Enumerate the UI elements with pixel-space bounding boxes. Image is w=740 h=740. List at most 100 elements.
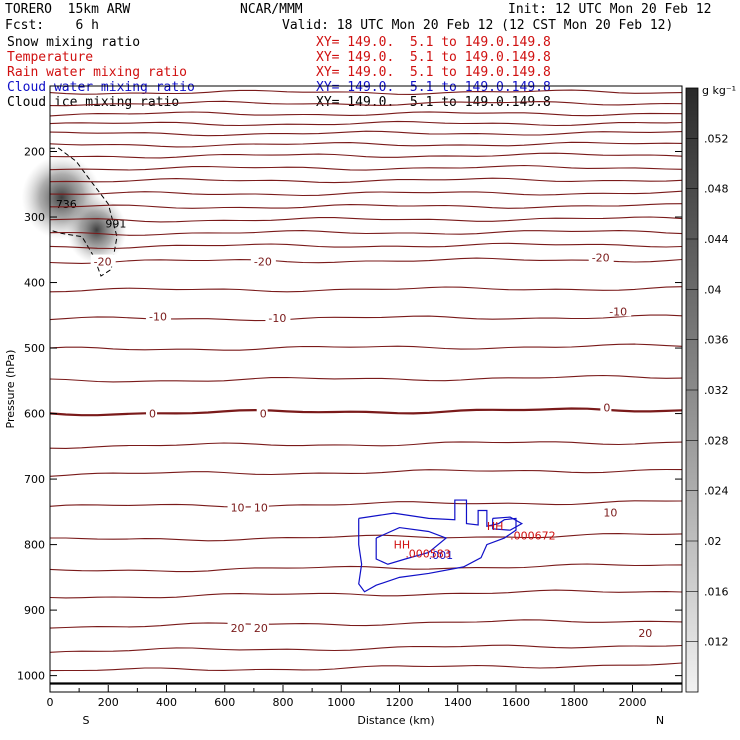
cloud-water-contour <box>492 516 524 531</box>
temperature-contour <box>49 343 683 351</box>
forecast-hour: Fcst: 6 h <box>5 18 99 33</box>
field-xy-snow: XY= 149.0. 5.1 to 149.0.149.8 <box>316 35 551 50</box>
x-tick-label: 600 <box>214 696 235 709</box>
field-name-temperature: Temperature <box>7 50 94 65</box>
temperature-contour <box>49 230 683 236</box>
temperature-contour <box>49 662 683 672</box>
temperature-label: -10 <box>149 311 167 324</box>
temperature-contour <box>49 286 683 293</box>
temperature-label: -10 <box>609 305 627 318</box>
north-label: N <box>656 714 664 727</box>
colorbar-tick-label: .04 <box>704 283 722 296</box>
temperature-label: -20 <box>592 252 610 265</box>
temperature-contour <box>49 589 683 599</box>
temperature-contour <box>49 190 683 197</box>
temperature-contour <box>49 563 683 573</box>
temperature-contour <box>49 141 683 148</box>
colorbar: .052 .048 .044 .04 .036 .032 .028 .024 .02 .016 .0… <box>685 84 736 693</box>
temperature-contour <box>50 203 683 209</box>
axes: 0 200 400 600 800 1000 1200 1400 1600 1800 2000200… <box>4 85 683 727</box>
temperature-label: 20 <box>638 627 652 640</box>
y-tick-label: 200 <box>24 146 45 159</box>
colorbar-tick-label: .02 <box>704 535 722 548</box>
x-tick-label: 800 <box>272 696 293 709</box>
cloud-water-contours: .001 <box>358 499 524 593</box>
temperature-label: 0 <box>260 408 267 421</box>
x-tick-label: 1600 <box>502 696 530 709</box>
field-xy-temperature: XY= 149.0. 5.1 to 149.0.149.8 <box>316 50 551 65</box>
temperature-label-bg <box>606 304 632 317</box>
temperature-label-bg <box>250 254 276 267</box>
snow-outline <box>49 147 118 277</box>
rain-label: HH <box>394 539 411 552</box>
temperature-label-bg <box>250 620 269 633</box>
temperature-label-bg <box>256 406 268 419</box>
temperature-label: 10 <box>603 506 617 519</box>
y-tick-label: 600 <box>24 408 45 421</box>
temperature-label: -10 <box>268 312 286 325</box>
temperature-contour <box>49 257 683 264</box>
temperature-contour <box>49 500 683 508</box>
snow-label: 991 <box>105 218 126 231</box>
temperature-contour <box>49 89 683 95</box>
colorbar-unit: g kg⁻¹ <box>702 84 736 97</box>
temperature-contour <box>49 130 683 137</box>
plot-frame <box>49 85 683 693</box>
temperature-contour <box>49 164 683 171</box>
colorbar-tick-label: .028 <box>704 434 729 447</box>
x-axis-label: Distance (km) <box>357 714 434 727</box>
cloud-water-contour <box>358 499 517 593</box>
temperature-contour <box>50 533 683 542</box>
temperature-label: 20 <box>231 622 245 635</box>
temperature-label-bg <box>588 250 614 263</box>
cloud-water-contour <box>375 526 448 565</box>
x-tick-label: 2000 <box>618 696 646 709</box>
y-tick-label: 900 <box>24 604 45 617</box>
colorbar-tick-label: .024 <box>704 485 729 498</box>
temperature-contour <box>49 152 683 159</box>
temperature-label-bg <box>265 310 291 323</box>
y-tick-label: 800 <box>24 539 45 552</box>
temperature-contour <box>49 619 683 629</box>
colorbar-tick-label: .032 <box>704 384 729 397</box>
temperature-contour <box>49 120 683 127</box>
x-tick-label: 1800 <box>560 696 588 709</box>
temperature-contour <box>49 407 683 417</box>
temperature-contour <box>49 111 683 117</box>
model-title: TORERO 15km ARW <box>5 2 131 17</box>
field-name-cloud-ice: Cloud ice mixing ratio <box>7 95 180 110</box>
x-tick-label: 1000 <box>327 696 355 709</box>
field-name-cloud-water: Cloud water mixing ratio <box>7 80 195 95</box>
temperature-label: 0 <box>149 408 156 421</box>
colorbar-tick-label: .048 <box>704 183 729 196</box>
rain-label: HH <box>487 520 504 533</box>
temperature-contour <box>49 177 683 184</box>
temperature-contour <box>49 644 683 653</box>
valid-time: Valid: 18 UTC Mon 20 Feb 12 (12 CST Mon … <box>282 18 674 33</box>
south-label: S <box>83 714 90 727</box>
rain-label: .000672 <box>510 529 556 542</box>
temperature-contours <box>49 89 683 672</box>
temperature-contour <box>49 314 683 322</box>
temperature-contour <box>49 374 683 383</box>
x-tick-label: 0 <box>47 696 54 709</box>
temperature-label-bg <box>600 505 619 518</box>
temperature-label: -20 <box>254 256 272 269</box>
temperature-label: 10 <box>231 501 245 514</box>
temperature-label-bg <box>600 400 612 413</box>
init-time: Init: 12 UTC Mon 20 Feb 12 <box>508 2 712 17</box>
y-axis-label: Pressure (hPa) <box>4 350 17 429</box>
temperature-label-bg <box>635 626 654 639</box>
y-tick-label: 300 <box>24 211 45 224</box>
temperature-label-bg <box>146 309 172 322</box>
temperature-label-bg <box>90 254 116 267</box>
colorbar-tick-label: .016 <box>704 585 729 598</box>
temperature-label-bg <box>227 500 246 513</box>
rain-label: .000583 <box>405 548 451 561</box>
field-name-rain: Rain water mixing ratio <box>7 65 188 80</box>
org-title: NCAR/MMM <box>240 2 303 17</box>
x-tick-label: 1200 <box>385 696 413 709</box>
colorbar-tick-label: .044 <box>704 233 729 246</box>
